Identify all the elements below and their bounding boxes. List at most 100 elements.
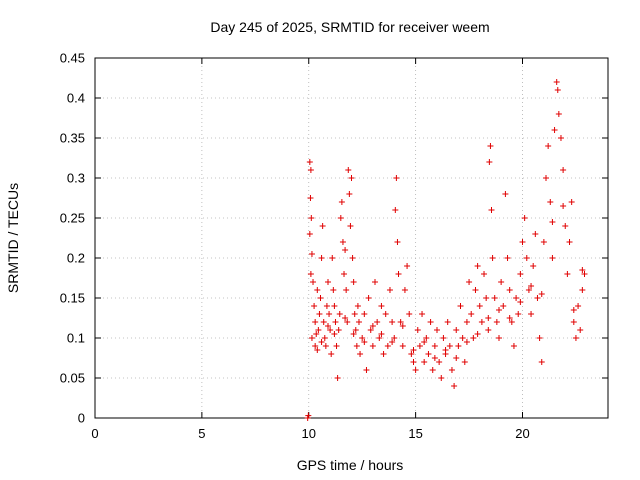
data-point-marker <box>570 307 577 313</box>
data-point-marker <box>342 247 349 253</box>
data-point-marker <box>570 319 577 325</box>
data-point-marker <box>446 343 453 349</box>
data-point-marker <box>434 327 440 333</box>
data-point-marker <box>508 319 515 325</box>
data-point-marker <box>453 327 460 333</box>
data-point-marker <box>315 327 322 333</box>
y-tick-label: 0.1 <box>67 331 85 346</box>
data-point-marker <box>504 255 511 261</box>
data-point-marker <box>577 327 584 333</box>
data-point-marker <box>543 175 550 181</box>
data-point-marker <box>369 323 376 329</box>
data-point-marker <box>463 339 470 345</box>
data-point-marker <box>307 195 314 201</box>
data-point-marker <box>431 343 438 349</box>
data-point-marker <box>342 315 349 321</box>
y-tick-label: 0.05 <box>60 371 85 386</box>
data-point-marker <box>363 367 370 373</box>
data-point-marker <box>560 167 567 173</box>
data-point-marker <box>517 299 524 305</box>
data-point-marker <box>545 143 552 149</box>
data-points <box>304 79 588 421</box>
data-point-marker <box>557 135 564 141</box>
data-point-marker <box>575 303 582 309</box>
data-point-marker <box>318 339 325 345</box>
data-point-marker <box>326 311 333 317</box>
data-point-marker <box>457 303 464 309</box>
data-point-marker <box>540 239 547 245</box>
data-point-marker <box>410 347 417 353</box>
data-point-marker <box>532 231 539 237</box>
data-point-marker <box>510 343 517 349</box>
data-point-marker <box>483 295 490 301</box>
data-point-marker <box>487 143 494 149</box>
data-point-marker <box>395 271 402 277</box>
data-point-marker <box>427 319 434 325</box>
data-point-marker <box>461 359 468 365</box>
data-point-marker <box>324 323 331 329</box>
data-point-marker <box>313 331 320 337</box>
data-point-marker <box>476 303 483 309</box>
data-point-marker <box>416 343 423 349</box>
data-point-marker <box>491 295 498 301</box>
data-point-marker <box>528 283 535 289</box>
data-point-marker <box>331 331 338 337</box>
data-point-marker <box>352 327 359 333</box>
data-point-marker <box>538 359 545 365</box>
data-point-marker <box>554 87 561 93</box>
data-point-marker <box>421 359 428 365</box>
data-point-marker <box>327 327 334 333</box>
data-point-marker <box>367 327 374 333</box>
data-point-marker <box>332 319 339 325</box>
data-point-marker <box>314 347 321 353</box>
data-point-marker <box>353 343 360 349</box>
data-point-marker <box>486 159 493 165</box>
data-point-marker <box>336 311 343 317</box>
data-point-marker <box>308 335 315 341</box>
data-point-marker <box>391 335 398 341</box>
data-point-marker <box>322 343 329 349</box>
data-point-marker <box>528 311 535 317</box>
data-point-marker <box>384 343 391 349</box>
data-point-marker <box>530 263 537 269</box>
data-point-marker <box>412 367 419 373</box>
data-point-marker <box>328 351 335 357</box>
data-point-marker <box>579 267 586 273</box>
data-point-marker <box>397 319 404 325</box>
data-point-marker <box>372 279 379 285</box>
data-point-marker <box>506 287 513 293</box>
data-point-marker <box>488 207 495 213</box>
data-point-marker <box>506 315 513 321</box>
data-point-marker <box>495 307 502 313</box>
data-point-marker <box>376 335 383 341</box>
data-point-marker <box>361 311 368 317</box>
data-point-marker <box>350 279 357 285</box>
data-point-marker <box>311 303 318 309</box>
data-point-marker <box>389 339 396 345</box>
data-point-marker <box>307 271 314 277</box>
data-point-marker <box>361 339 368 345</box>
data-point-marker <box>354 303 361 309</box>
data-point-marker <box>466 279 473 285</box>
data-point-marker <box>321 335 328 341</box>
data-point-marker <box>355 319 362 325</box>
data-point-marker <box>553 79 560 85</box>
chart-title: Day 245 of 2025, SRMTID for receiver wee… <box>210 19 489 35</box>
data-point-marker <box>502 191 509 197</box>
data-point-marker <box>498 279 505 285</box>
data-point-marker <box>472 287 479 293</box>
data-point-marker <box>323 303 330 309</box>
data-point-marker <box>560 203 567 209</box>
data-point-marker <box>404 263 411 269</box>
x-tick-label: 10 <box>302 426 316 441</box>
data-point-marker <box>331 303 338 309</box>
data-point-marker <box>338 199 345 205</box>
data-point-marker <box>386 287 393 293</box>
data-point-marker <box>399 343 406 349</box>
data-point-marker <box>305 412 312 419</box>
data-point-marker <box>549 219 556 225</box>
data-point-marker <box>350 331 357 337</box>
data-point-marker <box>406 311 413 317</box>
data-point-marker <box>429 367 436 373</box>
data-point-marker <box>310 279 317 285</box>
